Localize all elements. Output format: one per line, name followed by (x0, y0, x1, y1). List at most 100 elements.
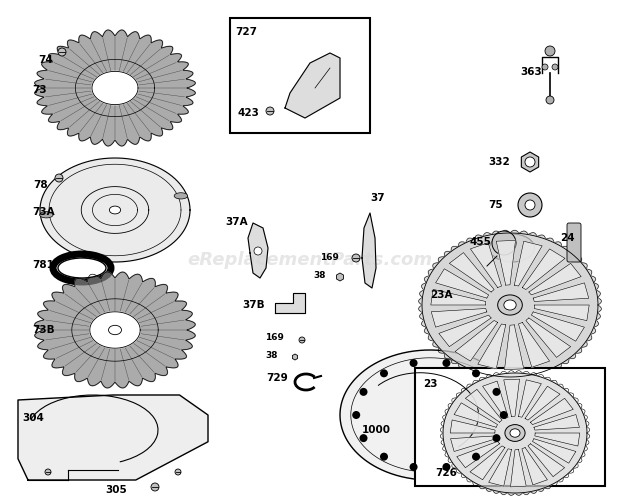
Polygon shape (450, 420, 495, 433)
Circle shape (492, 231, 516, 255)
Polygon shape (531, 398, 574, 425)
Circle shape (352, 254, 360, 262)
Ellipse shape (108, 325, 122, 335)
Circle shape (492, 434, 500, 442)
Polygon shape (478, 324, 506, 369)
Text: 305: 305 (105, 485, 126, 495)
Ellipse shape (40, 212, 53, 218)
Ellipse shape (505, 425, 525, 441)
Polygon shape (422, 233, 598, 377)
Polygon shape (457, 441, 500, 468)
Text: 169: 169 (320, 253, 339, 262)
Circle shape (525, 200, 535, 210)
Circle shape (380, 453, 388, 461)
Text: 38: 38 (265, 351, 278, 360)
Polygon shape (450, 252, 494, 292)
Polygon shape (528, 444, 565, 477)
Polygon shape (526, 318, 570, 358)
Polygon shape (525, 386, 560, 420)
Polygon shape (510, 449, 526, 487)
FancyBboxPatch shape (567, 223, 581, 262)
Polygon shape (518, 380, 541, 417)
Circle shape (472, 370, 480, 377)
Text: 23: 23 (423, 379, 438, 389)
Circle shape (443, 463, 450, 471)
Text: 423: 423 (238, 108, 260, 118)
Circle shape (525, 157, 535, 167)
Circle shape (542, 64, 548, 70)
Circle shape (360, 434, 368, 442)
Circle shape (360, 388, 368, 396)
Polygon shape (18, 395, 208, 480)
Polygon shape (40, 158, 190, 262)
Circle shape (410, 463, 418, 471)
Polygon shape (521, 152, 539, 172)
Text: 37B: 37B (242, 300, 265, 310)
Polygon shape (248, 223, 268, 278)
Polygon shape (340, 350, 520, 480)
Polygon shape (35, 272, 195, 388)
Polygon shape (514, 241, 542, 286)
Polygon shape (293, 354, 298, 360)
Polygon shape (505, 325, 524, 370)
Text: 24: 24 (560, 233, 575, 243)
Text: 23A: 23A (430, 290, 453, 300)
Text: 169: 169 (265, 333, 284, 343)
Text: 73A: 73A (32, 207, 55, 217)
Polygon shape (362, 213, 376, 288)
Polygon shape (503, 379, 520, 417)
Text: 73B: 73B (32, 325, 55, 335)
Polygon shape (451, 436, 496, 451)
Polygon shape (522, 447, 547, 485)
Text: 304: 304 (22, 413, 44, 423)
Polygon shape (443, 373, 587, 493)
Polygon shape (337, 273, 343, 281)
Ellipse shape (498, 295, 522, 315)
Polygon shape (518, 322, 549, 368)
Text: 455: 455 (470, 237, 492, 247)
Ellipse shape (510, 429, 520, 437)
Polygon shape (529, 263, 581, 295)
Ellipse shape (504, 300, 516, 310)
Ellipse shape (174, 193, 188, 199)
Polygon shape (440, 371, 590, 496)
Polygon shape (489, 449, 511, 486)
Polygon shape (531, 312, 585, 341)
Text: 727: 727 (235, 27, 257, 37)
Polygon shape (470, 446, 505, 480)
Text: 729: 729 (266, 373, 288, 383)
Circle shape (545, 46, 555, 56)
Polygon shape (454, 403, 497, 427)
Polygon shape (436, 269, 489, 298)
Ellipse shape (58, 258, 106, 278)
Bar (230, 18, 370, 133)
Polygon shape (92, 71, 138, 105)
Polygon shape (285, 53, 340, 118)
Text: 38: 38 (313, 270, 326, 280)
Text: 78: 78 (33, 180, 48, 190)
Circle shape (352, 411, 360, 419)
Text: 73: 73 (32, 85, 46, 95)
Polygon shape (533, 439, 576, 463)
Circle shape (500, 411, 508, 419)
Polygon shape (431, 289, 485, 305)
Circle shape (299, 337, 305, 343)
Ellipse shape (490, 234, 534, 262)
Text: 363: 363 (520, 67, 542, 77)
Text: 1000: 1000 (362, 425, 391, 435)
Polygon shape (432, 309, 487, 327)
Circle shape (472, 453, 480, 461)
Circle shape (55, 174, 63, 182)
Circle shape (58, 48, 66, 56)
Text: eReplacementParts.com: eReplacementParts.com (187, 251, 433, 269)
Text: 37: 37 (370, 193, 384, 203)
Polygon shape (439, 315, 491, 347)
Bar (415, 368, 605, 486)
Polygon shape (90, 312, 140, 348)
Text: 75: 75 (488, 200, 503, 210)
Circle shape (254, 247, 262, 255)
Circle shape (546, 96, 554, 104)
Circle shape (492, 388, 500, 396)
Polygon shape (471, 243, 502, 288)
Polygon shape (35, 30, 195, 146)
